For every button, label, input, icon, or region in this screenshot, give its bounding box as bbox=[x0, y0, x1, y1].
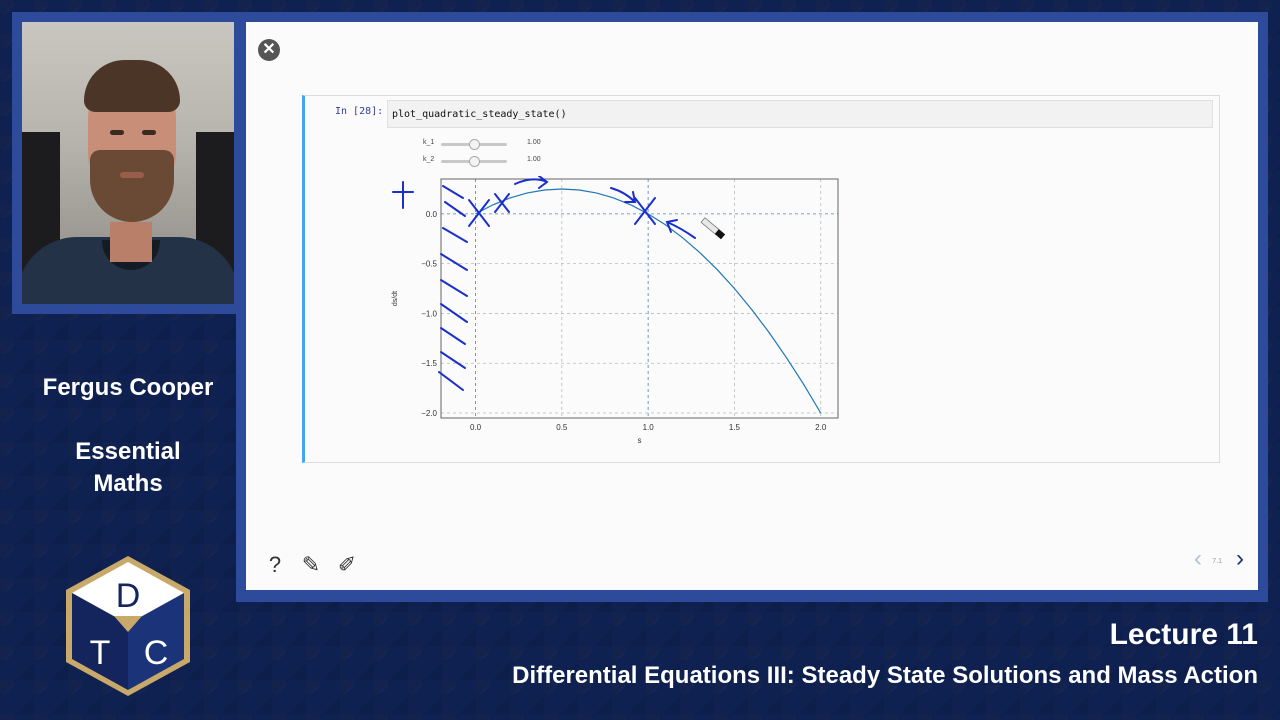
course-name-line-2: Maths bbox=[93, 470, 163, 497]
cell-prompt: In [28]: bbox=[335, 106, 384, 117]
next-slide-icon[interactable]: › bbox=[1236, 545, 1244, 572]
logo-letter-d: D bbox=[116, 577, 141, 615]
lecture-title: Lecture 11 bbox=[1109, 618, 1258, 651]
help-icon[interactable]: ? bbox=[268, 552, 282, 577]
close-icon[interactable]: ✕ bbox=[258, 39, 280, 61]
code-input[interactable]: plot_quadratic_steady_state() bbox=[387, 100, 1213, 128]
presenter-name: Fergus Cooper bbox=[42, 374, 214, 401]
x-tick-label: 1.0 bbox=[643, 423, 655, 432]
slider-k2-label: k_2 bbox=[423, 156, 435, 163]
lecture-subtitle: Differential Equations III: Steady State… bbox=[512, 662, 1258, 689]
x-tick-label: 0.0 bbox=[470, 423, 482, 432]
x-tick-label: 2.0 bbox=[815, 423, 827, 432]
dtc-logo: D T C bbox=[66, 556, 190, 696]
x-tick-label: 1.5 bbox=[729, 423, 741, 432]
y-axis-label: ds/dt bbox=[392, 291, 399, 306]
slider-k1-handle[interactable] bbox=[469, 139, 480, 150]
logo-letter-t: T bbox=[90, 634, 111, 672]
ink-annotations bbox=[392, 176, 696, 391]
pen-icon[interactable]: ✐ bbox=[337, 552, 357, 577]
logo-letter-c: C bbox=[144, 634, 169, 672]
slider-k2-handle[interactable] bbox=[469, 156, 480, 167]
y-tick-label: −1.0 bbox=[421, 309, 437, 318]
slide-tools: ? ✎ ✐ bbox=[262, 552, 370, 578]
edit-icon[interactable]: ✎ bbox=[301, 552, 321, 577]
slider-k1-value: 1.00 bbox=[527, 139, 541, 146]
y-tick-label: 0.0 bbox=[426, 210, 438, 219]
slide-number: 7.1 bbox=[1212, 558, 1222, 565]
pen-cursor-icon bbox=[700, 217, 726, 240]
slider-k2-value: 1.00 bbox=[527, 156, 541, 163]
x-tick-label: 0.5 bbox=[556, 423, 568, 432]
steady-state-chart: 0.0 0.5 1.0 1.5 2.0 0.0 −0.5 −1.0 −1.5 −2.0 s ds/… bbox=[392, 176, 839, 445]
slider-k1-label: k_1 bbox=[423, 139, 435, 146]
y-tick-label: −1.5 bbox=[421, 359, 437, 368]
x-axis-label: s bbox=[638, 436, 642, 445]
y-tick-label: −0.5 bbox=[421, 260, 437, 269]
notebook-cell[interactable]: In [28]: plot_quadratic_steady_state() k… bbox=[302, 95, 1220, 463]
previous-slide-icon[interactable]: ‹ bbox=[1194, 545, 1202, 572]
course-name-line-1: Essential bbox=[75, 438, 181, 465]
y-tick-label: −2.0 bbox=[421, 409, 437, 418]
presenter-video bbox=[22, 22, 234, 304]
slide: ✕ In [28]: plot_quadratic_steady_state()… bbox=[246, 22, 1258, 590]
